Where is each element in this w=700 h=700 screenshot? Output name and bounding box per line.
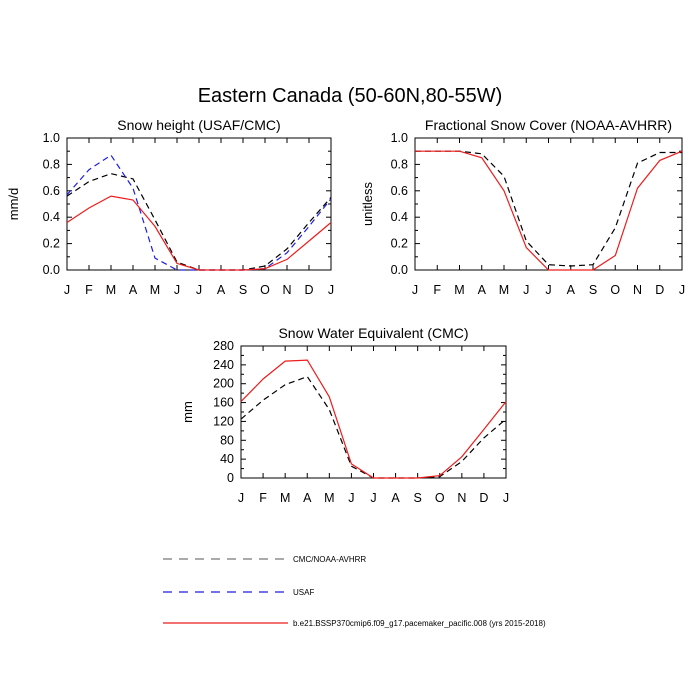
x-tick-label: S [239,283,247,297]
x-tick-label: D [479,491,488,505]
x-tick-label: J [174,283,180,297]
x-tick-label: J [679,283,685,297]
x-tick-label: A [391,491,400,505]
y-tick-label: 0.0 [391,263,408,277]
x-tick-label: J [238,491,244,505]
x-tick-label: J [412,283,418,297]
x-tick-label: O [260,283,270,297]
x-tick-label: F [85,283,93,297]
x-tick-label: A [478,283,487,297]
y-axis-label: mm [180,401,195,423]
x-tick-label: M [324,491,334,505]
chart-panel-2: Fractional Snow Cover (NOAA-AVHRR) 0.0 0.2… [360,117,685,297]
x-tick-label: N [282,283,291,297]
y-tick-label: 0.8 [391,157,408,171]
series-line-2 [240,359,507,479]
x-tick-label: A [303,491,312,505]
x-tick-label: F [433,283,441,297]
y-tick-label: 160 [213,396,234,410]
plot-frame [240,345,507,479]
series-line-1 [415,150,682,267]
x-tick-label: J [503,491,509,505]
x-tick-label: M [454,283,464,297]
y-tick-label: 40 [220,452,234,466]
x-tick-label: J [523,283,529,297]
y-tick-label: 240 [213,358,234,372]
chart-panel-3: Snow Water Equivalent (CMC) 0 40 80 120 160 20… [180,325,509,505]
x-tick-label: A [217,283,226,297]
y-tick-label: 0.2 [391,237,408,251]
chart-title: Snow height (USAF/CMC) [117,117,280,133]
y-tick-label: 0.6 [391,184,408,198]
legend-label-1: CMC/NOAA-AVHRR [293,555,366,564]
y-tick-label: 200 [213,377,234,391]
x-tick-label: J [196,283,202,297]
series-line-2 [415,150,683,271]
x-tick-label: J [545,283,551,297]
x-tick-label: J [370,491,376,505]
y-tick-label: 1.0 [391,131,408,145]
x-tick-label: J [64,283,70,297]
x-tick-label: D [304,283,313,297]
x-tick-label: M [280,491,290,505]
legend-label-3: b.e21.BSSP370cmip6.f09_g17.pacemaker_pac… [293,619,546,628]
x-tick-label: S [413,491,421,505]
chart-title: Snow Water Equivalent (CMC) [278,325,468,341]
legend-label-2: USAF [293,588,314,597]
x-tick-label: J [348,491,354,505]
x-tick-label: M [106,283,116,297]
y-axis-label: unitless [360,181,375,226]
plot-frame [414,137,683,271]
x-tick-label: O [610,283,620,297]
y-tick-label: 120 [213,414,234,428]
y-tick-label: 0.6 [43,184,60,198]
series-line-2 [66,154,332,271]
series-line-1 [240,375,507,479]
legend: CMC/NOAA-AVHRR USAF b.e21.BSSP370cmip6.f09… [163,555,546,628]
x-tick-label: J [328,283,334,297]
x-tick-label: A [129,283,138,297]
y-tick-label: 0.0 [43,263,60,277]
x-tick-label: M [499,283,509,297]
main-title: Eastern Canada (50-60N,80-55W) [197,85,503,107]
y-tick-label: 280 [213,339,234,353]
x-tick-label: A [567,283,576,297]
x-tick-label: S [589,283,597,297]
y-tick-label: 0.2 [43,237,60,251]
y-tick-label: 0 [227,471,234,485]
chart-panel-1: Snow height (USAF/CMC) 0.0 0.2 0.4 0.6 0.8 1.0… [6,117,334,297]
y-tick-label: 0.4 [391,210,408,224]
x-tick-label: N [457,491,466,505]
chart-title: Fractional Snow Cover (NOAA-AVHRR) [425,117,672,133]
x-tick-label: M [150,283,160,297]
x-tick-label: N [633,283,642,297]
y-tick-label: 0.4 [43,210,60,224]
x-tick-label: F [259,491,267,505]
y-axis-label: mm/d [6,188,21,221]
x-tick-label: D [655,283,664,297]
y-tick-label: 0.8 [43,157,60,171]
x-tick-label: O [435,491,445,505]
series-line-3 [66,195,332,271]
y-tick-label: 80 [220,433,234,447]
y-tick-label: 1.0 [43,131,60,145]
series-line-1 [66,172,332,271]
